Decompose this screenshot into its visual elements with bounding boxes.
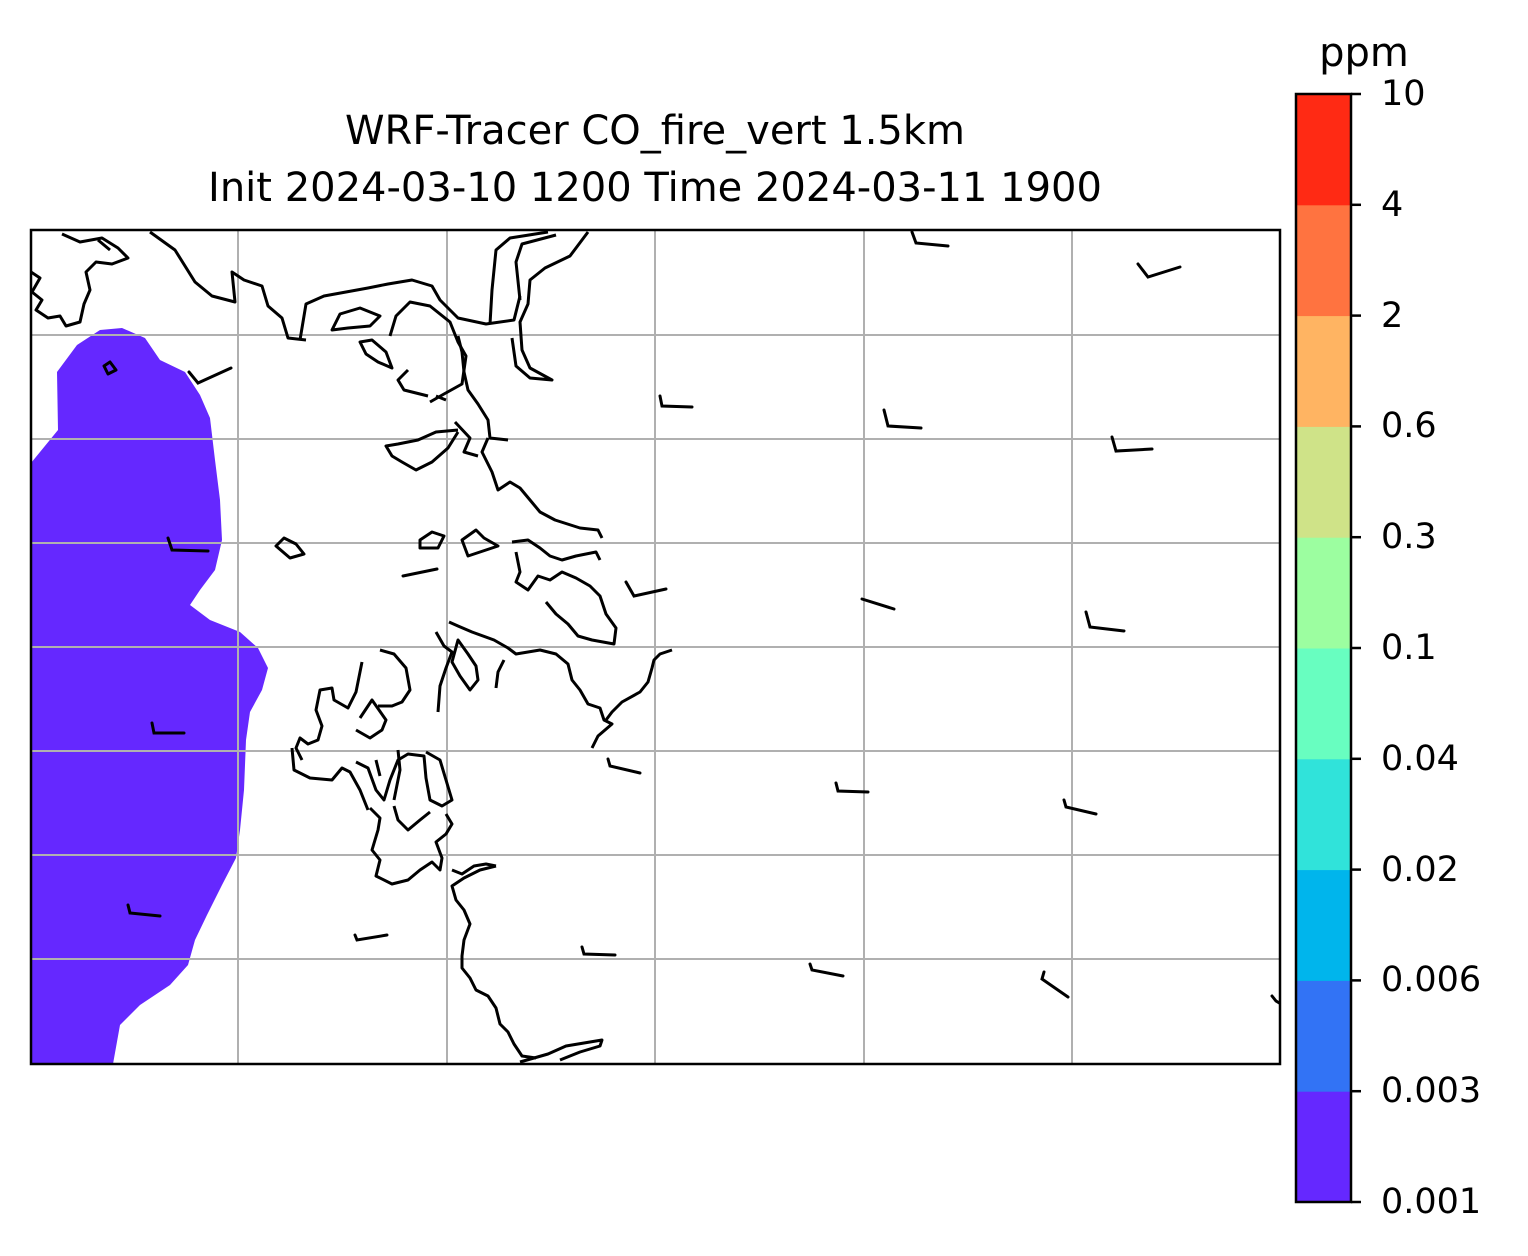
colorbar-tick-label: 0.003 [1381, 1071, 1482, 1112]
chart-title-line-2: Init 2024-03-10 1200 Time 2024-03-11 190… [208, 165, 1102, 211]
colorbar-tick-label: 0.04 [1381, 738, 1459, 779]
map-gridlines [31, 230, 1280, 1064]
colorbar-tick-label: 0.02 [1381, 849, 1459, 890]
tracer-plume-region [31, 328, 268, 1064]
colorbar-band [1296, 315, 1351, 427]
colorbar-band [1296, 980, 1351, 1092]
colorbar-band [1296, 537, 1351, 649]
colorbar-tick-label: 2 [1381, 295, 1404, 336]
colorbar-tick-label: 0.006 [1381, 960, 1482, 1001]
colorbar-tick-label: 0.001 [1381, 1182, 1482, 1222]
colorbar-band [1296, 426, 1351, 538]
colorbar [1296, 94, 1351, 1203]
colorbar-band [1296, 204, 1351, 317]
colorbar-unit-label: ppm [1319, 30, 1409, 76]
colorbar-tick-label: 0.3 [1381, 517, 1437, 558]
wind-barbs [126, 230, 1280, 1006]
colorbar-band [1296, 869, 1351, 981]
colorbar-tick-label: 4 [1381, 184, 1404, 225]
chart-title-line-1: WRF-Tracer CO_fire_vert 1.5km [344, 108, 966, 154]
colorbar-tick-label: 0.1 [1381, 628, 1437, 668]
colorbar-band [1296, 648, 1351, 760]
map-frame [29, 228, 1282, 1066]
coastlines [31, 230, 673, 1064]
colorbar-band [1296, 1091, 1351, 1203]
colorbar-tick-label: 0.6 [1381, 406, 1437, 447]
colorbar-band [1296, 758, 1351, 871]
colorbar-tick-label: 10 [1381, 74, 1426, 114]
colorbar-band [1296, 94, 1351, 206]
